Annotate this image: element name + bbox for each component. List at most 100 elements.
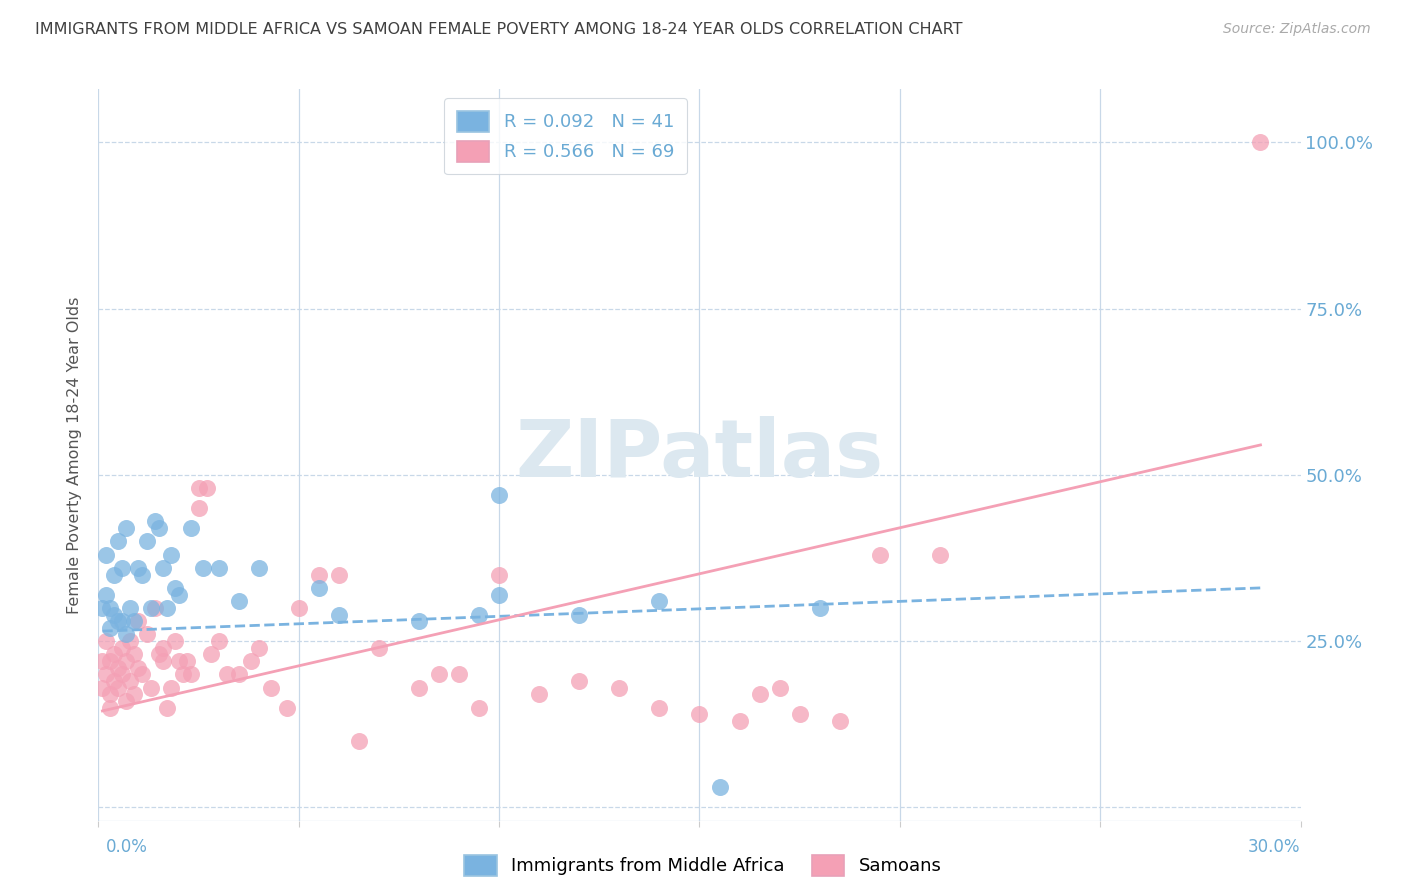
Point	[131, 667, 153, 681]
Point	[648, 700, 671, 714]
Point	[131, 567, 153, 582]
Point	[195, 481, 218, 495]
Point	[208, 561, 231, 575]
Point	[228, 594, 250, 608]
Point	[368, 640, 391, 655]
Point	[488, 567, 510, 582]
Point	[115, 694, 138, 708]
Point	[163, 581, 186, 595]
Point	[709, 780, 731, 795]
Point	[728, 714, 751, 728]
Point	[107, 614, 129, 628]
Y-axis label: Female Poverty Among 18-24 Year Olds: Female Poverty Among 18-24 Year Olds	[67, 296, 83, 614]
Point	[148, 648, 170, 662]
Point	[167, 588, 190, 602]
Point	[276, 700, 298, 714]
Point	[96, 588, 118, 602]
Legend: Immigrants from Middle Africa, Samoans: Immigrants from Middle Africa, Samoans	[457, 847, 949, 883]
Point	[124, 614, 146, 628]
Point	[468, 700, 491, 714]
Point	[208, 634, 231, 648]
Point	[115, 654, 138, 668]
Point	[91, 681, 114, 695]
Point	[200, 648, 222, 662]
Point	[488, 488, 510, 502]
Text: Source: ZipAtlas.com: Source: ZipAtlas.com	[1223, 22, 1371, 37]
Point	[139, 600, 162, 615]
Point	[107, 661, 129, 675]
Point	[135, 627, 157, 641]
Point	[91, 654, 114, 668]
Point	[180, 667, 202, 681]
Point	[288, 600, 311, 615]
Point	[568, 673, 591, 688]
Point	[187, 501, 209, 516]
Point	[155, 700, 177, 714]
Point	[143, 515, 166, 529]
Point	[308, 581, 330, 595]
Point	[247, 561, 270, 575]
Point	[929, 548, 952, 562]
Point	[115, 627, 138, 641]
Point	[100, 700, 122, 714]
Point	[107, 681, 129, 695]
Point	[103, 673, 125, 688]
Point	[187, 481, 209, 495]
Point	[789, 707, 811, 722]
Point	[96, 667, 118, 681]
Point	[468, 607, 491, 622]
Point	[100, 687, 122, 701]
Text: 0.0%: 0.0%	[105, 838, 148, 855]
Point	[689, 707, 711, 722]
Point	[1250, 136, 1272, 150]
Point	[103, 648, 125, 662]
Point	[159, 548, 181, 562]
Point	[180, 521, 202, 535]
Point	[488, 588, 510, 602]
Point	[239, 654, 262, 668]
Point	[111, 640, 134, 655]
Point	[103, 567, 125, 582]
Point	[247, 640, 270, 655]
Legend: R = 0.092   N = 41, R = 0.566   N = 69: R = 0.092 N = 41, R = 0.566 N = 69	[444, 98, 686, 174]
Point	[103, 607, 125, 622]
Point	[120, 634, 142, 648]
Point	[107, 534, 129, 549]
Point	[427, 667, 450, 681]
Point	[111, 667, 134, 681]
Point	[128, 614, 150, 628]
Point	[152, 654, 174, 668]
Point	[328, 567, 350, 582]
Point	[808, 600, 831, 615]
Point	[228, 667, 250, 681]
Point	[152, 640, 174, 655]
Point	[260, 681, 283, 695]
Text: 30.0%: 30.0%	[1249, 838, 1301, 855]
Point	[769, 681, 792, 695]
Point	[159, 681, 181, 695]
Point	[120, 600, 142, 615]
Text: ZIPatlas: ZIPatlas	[516, 416, 883, 494]
Point	[568, 607, 591, 622]
Point	[128, 561, 150, 575]
Point	[176, 654, 198, 668]
Point	[308, 567, 330, 582]
Point	[172, 667, 194, 681]
Point	[828, 714, 851, 728]
Point	[128, 661, 150, 675]
Point	[143, 600, 166, 615]
Point	[609, 681, 631, 695]
Point	[167, 654, 190, 668]
Point	[748, 687, 770, 701]
Point	[115, 521, 138, 535]
Point	[215, 667, 238, 681]
Point	[163, 634, 186, 648]
Point	[111, 614, 134, 628]
Point	[152, 561, 174, 575]
Point	[100, 600, 122, 615]
Point	[408, 681, 430, 695]
Point	[347, 734, 370, 748]
Point	[135, 534, 157, 549]
Point	[869, 548, 891, 562]
Point	[648, 594, 671, 608]
